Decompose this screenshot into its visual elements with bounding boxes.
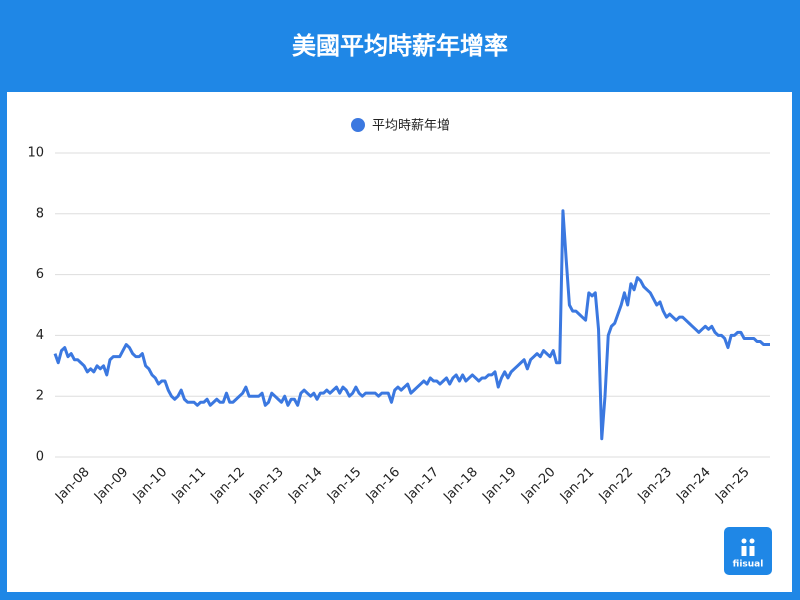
y-tick-label: 4: [36, 328, 44, 343]
legend-marker: [351, 118, 365, 132]
y-tick-label: 8: [36, 206, 44, 221]
logo-box: [724, 527, 772, 575]
logo-icon: [741, 538, 747, 544]
y-tick-label: 6: [36, 267, 44, 282]
y-tick-label: 2: [36, 389, 44, 404]
y-tick-label: 10: [27, 146, 44, 161]
y-tick-label: 0: [36, 450, 44, 465]
panel: [7, 92, 792, 592]
logo-text: fiisual: [733, 560, 764, 570]
logo-icon: [749, 538, 755, 544]
line: [53, 209, 770, 441]
chart-title: 美國平均時薪年增率: [292, 32, 508, 60]
logo-icon: [749, 546, 755, 556]
legend-label: 平均時薪年增: [372, 119, 450, 134]
logo-icon: [741, 546, 747, 556]
